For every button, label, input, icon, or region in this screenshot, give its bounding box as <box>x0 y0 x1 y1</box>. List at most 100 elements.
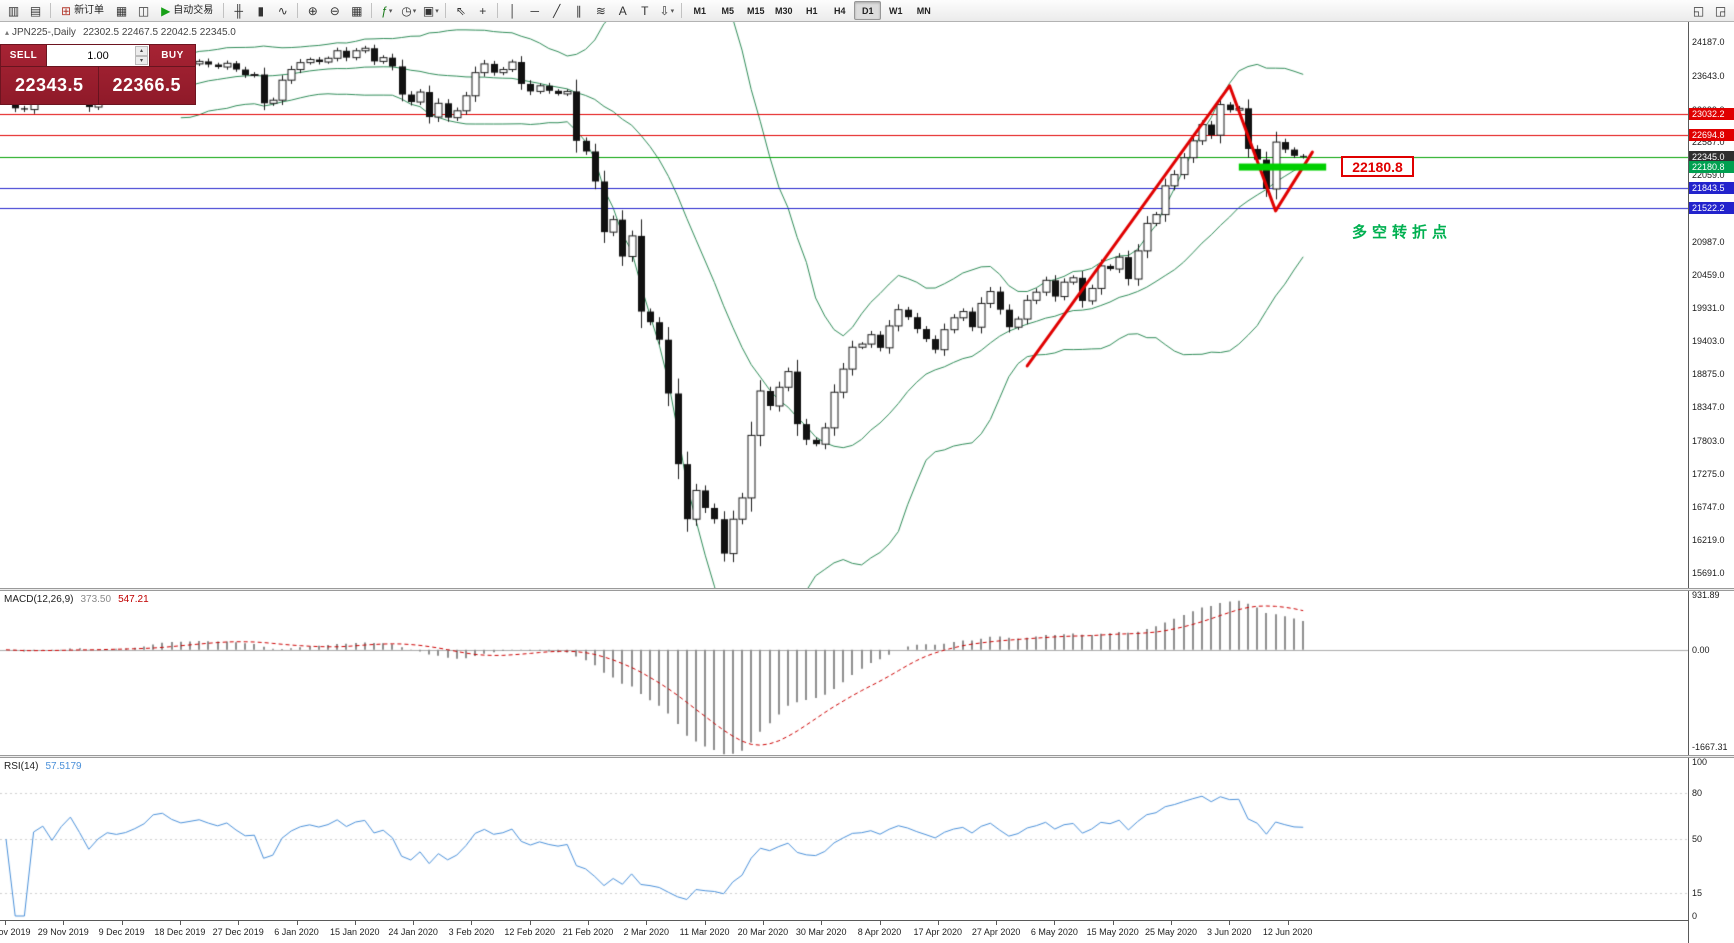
rsi-chart-canvas[interactable] <box>0 758 1688 920</box>
macd-chart-canvas[interactable] <box>0 591 1688 755</box>
macd-axis-tick: -1667.31 <box>1692 742 1728 753</box>
date-axis[interactable]: 20 Nov 2019 29 Nov 2019 9 Dec 2019 18 Dec 2… <box>0 920 1688 943</box>
history-center-button[interactable]: ▦ <box>111 0 132 21</box>
price-axis-tick: 19931.0 <box>1692 302 1725 313</box>
cascade-windows-button[interactable]: ◲ <box>1710 0 1731 21</box>
dropdown-caret-icon: ▾ <box>670 7 675 15</box>
auto-trading-button[interactable]: ▶ 自动交易 <box>155 0 219 21</box>
sell-price-button[interactable]: 22343.5 <box>1 67 99 104</box>
timeframe-mn-button[interactable]: MN <box>916 5 931 16</box>
arrows-icon: ⇩ <box>659 3 670 18</box>
toolbar-separator <box>497 3 499 18</box>
bar-chart-button[interactable]: ╫ <box>228 0 249 21</box>
timeframe-m1-button[interactable]: M1 <box>693 5 707 16</box>
timeframe-h4-button[interactable]: H4 <box>834 5 846 16</box>
date-label: 2 Mar 2020 <box>623 927 670 937</box>
crosshair-button[interactable]: + <box>472 0 493 21</box>
date-label: 21 Feb 2020 <box>562 927 614 937</box>
line-chart-button[interactable]: ∿ <box>272 0 293 21</box>
cursor-button[interactable]: ⇖ <box>450 0 471 21</box>
chart-profiles-button[interactable]: ▤ <box>25 0 46 21</box>
date-label: 12 Jun 2020 <box>1262 927 1313 937</box>
fibonacci-button[interactable]: ≋ <box>590 0 611 21</box>
collapse-panel-icon[interactable]: ▴ <box>5 28 10 37</box>
text-icon: A <box>618 3 627 18</box>
candlestick-button[interactable]: ▮ <box>250 0 271 21</box>
sell-button[interactable]: SELL <box>1 45 47 66</box>
price-axis-tick: 17275.0 <box>1692 468 1725 479</box>
tile-windows-button[interactable]: ▦ <box>346 0 367 21</box>
templates-button[interactable]: ▣ ▾ <box>420 0 441 21</box>
hline-price-tag: 22345.0 <box>1689 150 1734 163</box>
rsi-axis-tick: 80 <box>1692 787 1703 798</box>
indicators-button[interactable]: ƒ ▾ <box>376 0 397 21</box>
timeframe-w1-button[interactable]: W1 <box>889 5 903 16</box>
price-callout-label[interactable]: 22180.8 <box>1341 156 1414 177</box>
macd-indicator-label: MACD(12,26,9) 373.50 547.21 <box>4 594 149 605</box>
dropdown-caret-icon: ▾ <box>388 7 393 15</box>
buy-button[interactable]: BUY <box>149 45 195 66</box>
rsi-value: 57.5179 <box>45 761 82 772</box>
vertical-line-button[interactable]: │ <box>502 0 523 21</box>
symbol-period-label: JPN225-,Daily <box>12 27 76 38</box>
price-chart-canvas[interactable] <box>0 22 1688 588</box>
vertical-line-icon: │ <box>509 3 517 18</box>
periods-button[interactable]: ◷ ▾ <box>398 0 419 21</box>
new-window-button[interactable]: ◱ <box>1688 0 1709 21</box>
date-label: 3 Feb 2020 <box>448 927 495 937</box>
zoom-in-button[interactable]: ⊕ <box>302 0 323 21</box>
periods-icon: ◷ <box>401 3 412 18</box>
date-tick <box>1171 921 1172 925</box>
price-axis-tick: 22059.0 <box>1692 169 1725 180</box>
timeframe-d1-button[interactable]: D1 <box>854 1 882 20</box>
channel-button[interactable]: ∥ <box>568 0 589 21</box>
date-label: 30 Mar 2020 <box>795 927 847 937</box>
price-axis-tick: 16219.0 <box>1692 534 1725 545</box>
buy-price-button[interactable]: 22366.5 <box>112 75 182 95</box>
timeframe-m15-button[interactable]: M15 <box>747 5 765 16</box>
price-axis-tick: 20987.0 <box>1692 236 1725 247</box>
macd-main-value: 373.50 <box>80 594 112 605</box>
turning-point-annotation: 多空转折点 <box>1352 224 1453 241</box>
ohlc-values: 22302.5 22467.5 22042.5 22345.0 <box>82 27 236 38</box>
price-axis-tick: 24187.0 <box>1692 36 1725 47</box>
timeframe-h1-button[interactable]: H1 <box>806 5 818 16</box>
templates-icon: ▣ <box>422 3 435 18</box>
text-button[interactable]: A <box>612 0 633 21</box>
date-tick <box>180 921 181 925</box>
hline-price-tag: 23032.2 <box>1689 107 1734 120</box>
date-label: 8 Apr 2020 <box>857 927 902 937</box>
date-tick <box>413 921 414 925</box>
arrows-button[interactable]: ⇩ ▾ <box>656 0 677 21</box>
date-label: 12 Feb 2020 <box>504 927 555 937</box>
expert-list-button[interactable]: ◫ <box>133 0 154 21</box>
zoom-out-button[interactable]: ⊖ <box>324 0 345 21</box>
price-axis-tick: 17803.0 <box>1692 435 1725 446</box>
date-tick <box>297 921 298 925</box>
history-center-icon: ▦ <box>115 3 128 18</box>
label-button[interactable]: T <box>634 0 655 21</box>
timeframe-m30-button[interactable]: M30 <box>775 5 793 16</box>
date-label: 20 Mar 2020 <box>737 927 789 937</box>
macd-name: MACD(12,26,9) <box>4 594 74 605</box>
channel-icon: ∥ <box>575 3 582 18</box>
indicators-icon: ƒ <box>381 3 388 18</box>
price-axis-tick: 18875.0 <box>1692 368 1725 379</box>
date-label: 3 Jun 2020 <box>1207 927 1252 937</box>
rsi-axis-tick: 15 <box>1692 887 1703 898</box>
rsi-pane-splitter[interactable] <box>0 755 1734 758</box>
candlestick-icon: ▮ <box>257 3 265 18</box>
new-order-button[interactable]: ⊞ 新订单 <box>55 0 110 21</box>
date-tick <box>588 921 589 925</box>
price-axis[interactable]: 24187.023643.023099.022587.022059.021531… <box>1688 22 1734 943</box>
trendline-button[interactable]: ╱ <box>546 0 567 21</box>
new-chart-button[interactable]: ▥ <box>3 0 24 21</box>
hline-price-tag: 21522.2 <box>1689 202 1734 215</box>
lot-spin-up-icon[interactable]: ▴ <box>135 46 148 56</box>
timeframe-m5-button[interactable]: M5 <box>721 5 735 16</box>
macd-pane-splitter[interactable] <box>0 588 1734 591</box>
lot-size-input[interactable]: 1.00 ▴ ▾ <box>47 45 149 66</box>
horizontal-line-button[interactable]: ─ <box>524 0 545 21</box>
lot-spin-down-icon[interactable]: ▾ <box>135 55 148 65</box>
hline-price-tag: 21843.5 <box>1689 182 1734 195</box>
